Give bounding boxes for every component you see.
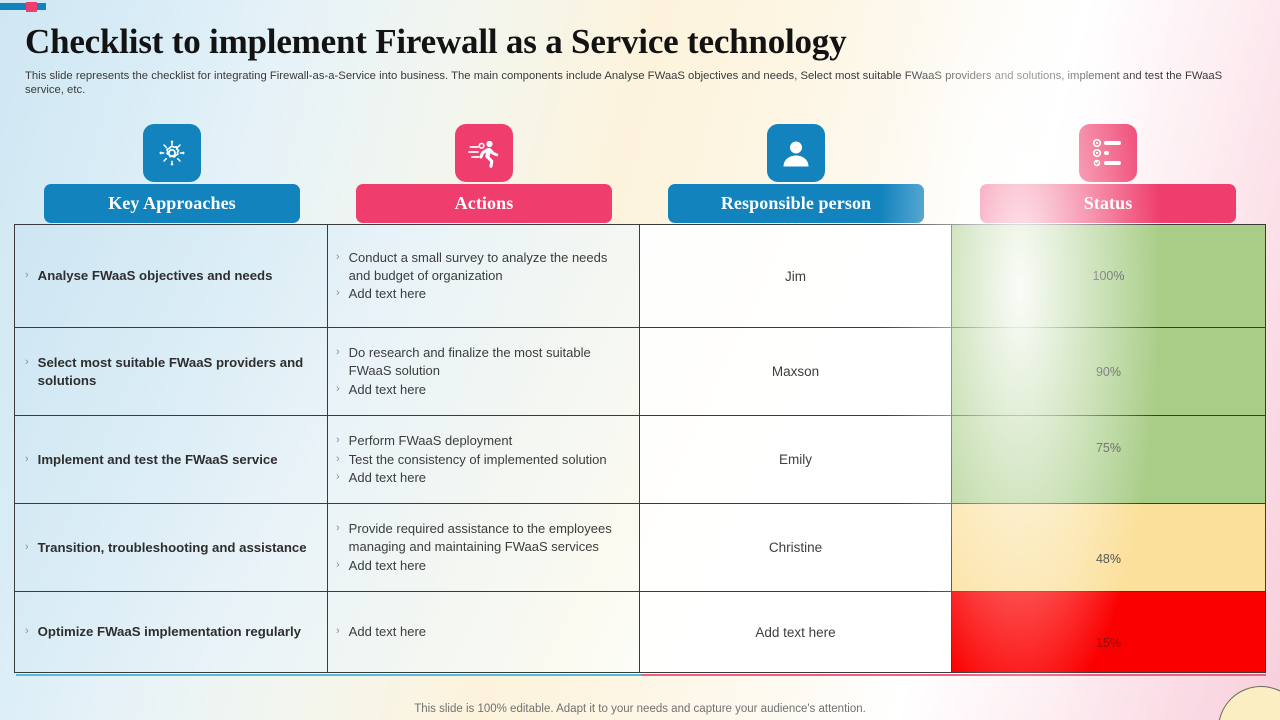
- cell-actions[interactable]: › Provide required assistance to the emp…: [328, 504, 640, 591]
- approach-text: Analyse FWaaS objectives and needs: [37, 268, 273, 284]
- cell-key-approach[interactable]: › Transition, troubleshooting and assist…: [15, 504, 328, 591]
- approach-text: Select most suitable FWaaS providers and…: [37, 355, 304, 388]
- cell-status[interactable]: 48%: [952, 504, 1265, 591]
- accent-line-right: [641, 674, 1266, 676]
- chevron-right-icon: ›: [336, 522, 340, 535]
- chevron-right-icon: ›: [25, 269, 29, 282]
- decoration-square: [26, 2, 37, 12]
- status-percent: 100%: [1092, 269, 1125, 283]
- running-person-icon: [466, 135, 502, 171]
- column-header-actions[interactable]: Actions: [356, 184, 612, 223]
- cell-actions[interactable]: › Conduct a small survey to analyze the …: [328, 225, 640, 327]
- column-header-label: Responsible person: [720, 193, 872, 213]
- checklist-icon: [1090, 136, 1126, 170]
- chevron-right-icon: ›: [336, 433, 340, 446]
- strategy-gear-icon-tile: [143, 124, 201, 182]
- chevron-right-icon: ›: [336, 250, 340, 263]
- table-row[interactable]: › Analyse FWaaS objectives and needs › C…: [15, 225, 1265, 328]
- user-person-icon: [779, 136, 813, 170]
- cell-status[interactable]: 100%: [952, 225, 1265, 327]
- column-header-label: Actions: [454, 193, 514, 213]
- action-text: Add text here: [348, 381, 426, 397]
- action-text: Provide required assistance to the emplo…: [348, 521, 612, 555]
- page-title: Checklist to implement Firewall as a Ser…: [25, 22, 847, 61]
- table-row[interactable]: › Transition, troubleshooting and assist…: [15, 504, 1265, 592]
- chevron-right-icon: ›: [336, 625, 340, 638]
- chevron-right-icon: ›: [336, 558, 340, 571]
- cell-key-approach[interactable]: › Implement and test the FWaaS service: [15, 416, 328, 503]
- cell-status[interactable]: 75%: [952, 416, 1265, 503]
- cell-responsible-person[interactable]: Christine: [640, 504, 952, 591]
- action-text: Add text here: [348, 470, 426, 486]
- decoration-bar: [0, 3, 46, 10]
- strategy-gear-icon: [154, 135, 190, 171]
- checklist-icon-tile: [1079, 124, 1137, 182]
- running-person-icon-tile: [455, 124, 513, 182]
- footer-note: This slide is 100% editable. Adapt it to…: [414, 703, 866, 715]
- column-header-key-approaches[interactable]: Key Approaches: [44, 184, 300, 223]
- chevron-right-icon: ›: [25, 452, 29, 465]
- accent-line-left: [16, 674, 641, 676]
- status-percent: 48%: [1095, 552, 1122, 566]
- user-person-icon-tile: [767, 124, 825, 182]
- status-percent: 15%: [1095, 636, 1122, 650]
- cell-status[interactable]: 90%: [952, 328, 1265, 415]
- cell-actions[interactable]: › Add text here: [328, 592, 640, 672]
- chevron-right-icon: ›: [336, 471, 340, 484]
- action-text: Add text here: [348, 286, 426, 302]
- cell-actions[interactable]: › Perform FWaaS deployment › Test the co…: [328, 416, 640, 503]
- table-row[interactable]: › Optimize FWaaS implementation regularl…: [15, 592, 1265, 672]
- chevron-right-icon: ›: [336, 382, 340, 395]
- status-percent: 90%: [1095, 364, 1122, 379]
- checklist-table: › Analyse FWaaS objectives and needs › C…: [14, 224, 1266, 673]
- action-text: Add text here: [348, 624, 426, 640]
- table-row[interactable]: › Implement and test the FWaaS service ›…: [15, 416, 1265, 504]
- cell-key-approach[interactable]: › Optimize FWaaS implementation regularl…: [15, 592, 328, 672]
- action-text: Test the consistency of implemented solu…: [348, 451, 607, 467]
- action-text: Add text here: [348, 557, 426, 573]
- cell-responsible-person[interactable]: Emily: [640, 416, 952, 503]
- cell-responsible-person[interactable]: Add text here: [640, 592, 952, 672]
- cell-actions[interactable]: › Do research and finalize the most suit…: [328, 328, 640, 415]
- column-header-responsible-person[interactable]: Responsible person: [668, 184, 924, 223]
- table-row[interactable]: › Select most suitable FWaaS providers a…: [15, 328, 1265, 416]
- approach-text: Implement and test the FWaaS service: [37, 451, 278, 467]
- cell-status[interactable]: 15%: [952, 592, 1265, 672]
- chevron-right-icon: ›: [25, 540, 29, 553]
- status-percent: 75%: [1095, 441, 1122, 455]
- cell-responsible-person[interactable]: Maxson: [640, 328, 952, 415]
- action-text: Conduct a small survey to analyze the ne…: [348, 249, 608, 283]
- column-header-status[interactable]: Status: [980, 184, 1236, 223]
- corner-decoration-circle: [1218, 686, 1280, 720]
- action-text: Perform FWaaS deployment: [348, 432, 513, 448]
- chevron-right-icon: ›: [25, 356, 29, 368]
- column-header-label: Key Approaches: [108, 193, 236, 213]
- approach-text: Transition, troubleshooting and assistan…: [37, 539, 307, 555]
- chevron-right-icon: ›: [25, 625, 29, 638]
- chevron-right-icon: ›: [336, 346, 340, 359]
- cell-key-approach[interactable]: › Select most suitable FWaaS providers a…: [15, 328, 328, 415]
- chevron-right-icon: ›: [336, 287, 340, 300]
- cell-responsible-person[interactable]: Jim: [640, 225, 952, 327]
- column-header-label: Status: [1083, 193, 1133, 213]
- approach-text: Optimize FWaaS implementation regularly: [37, 624, 301, 640]
- action-text: Do research and finalize the most suitab…: [348, 345, 591, 379]
- chevron-right-icon: ›: [336, 452, 340, 465]
- cell-key-approach[interactable]: › Analyse FWaaS objectives and needs: [15, 225, 328, 327]
- page-subtitle: This slide represents the checklist for …: [25, 70, 1223, 97]
